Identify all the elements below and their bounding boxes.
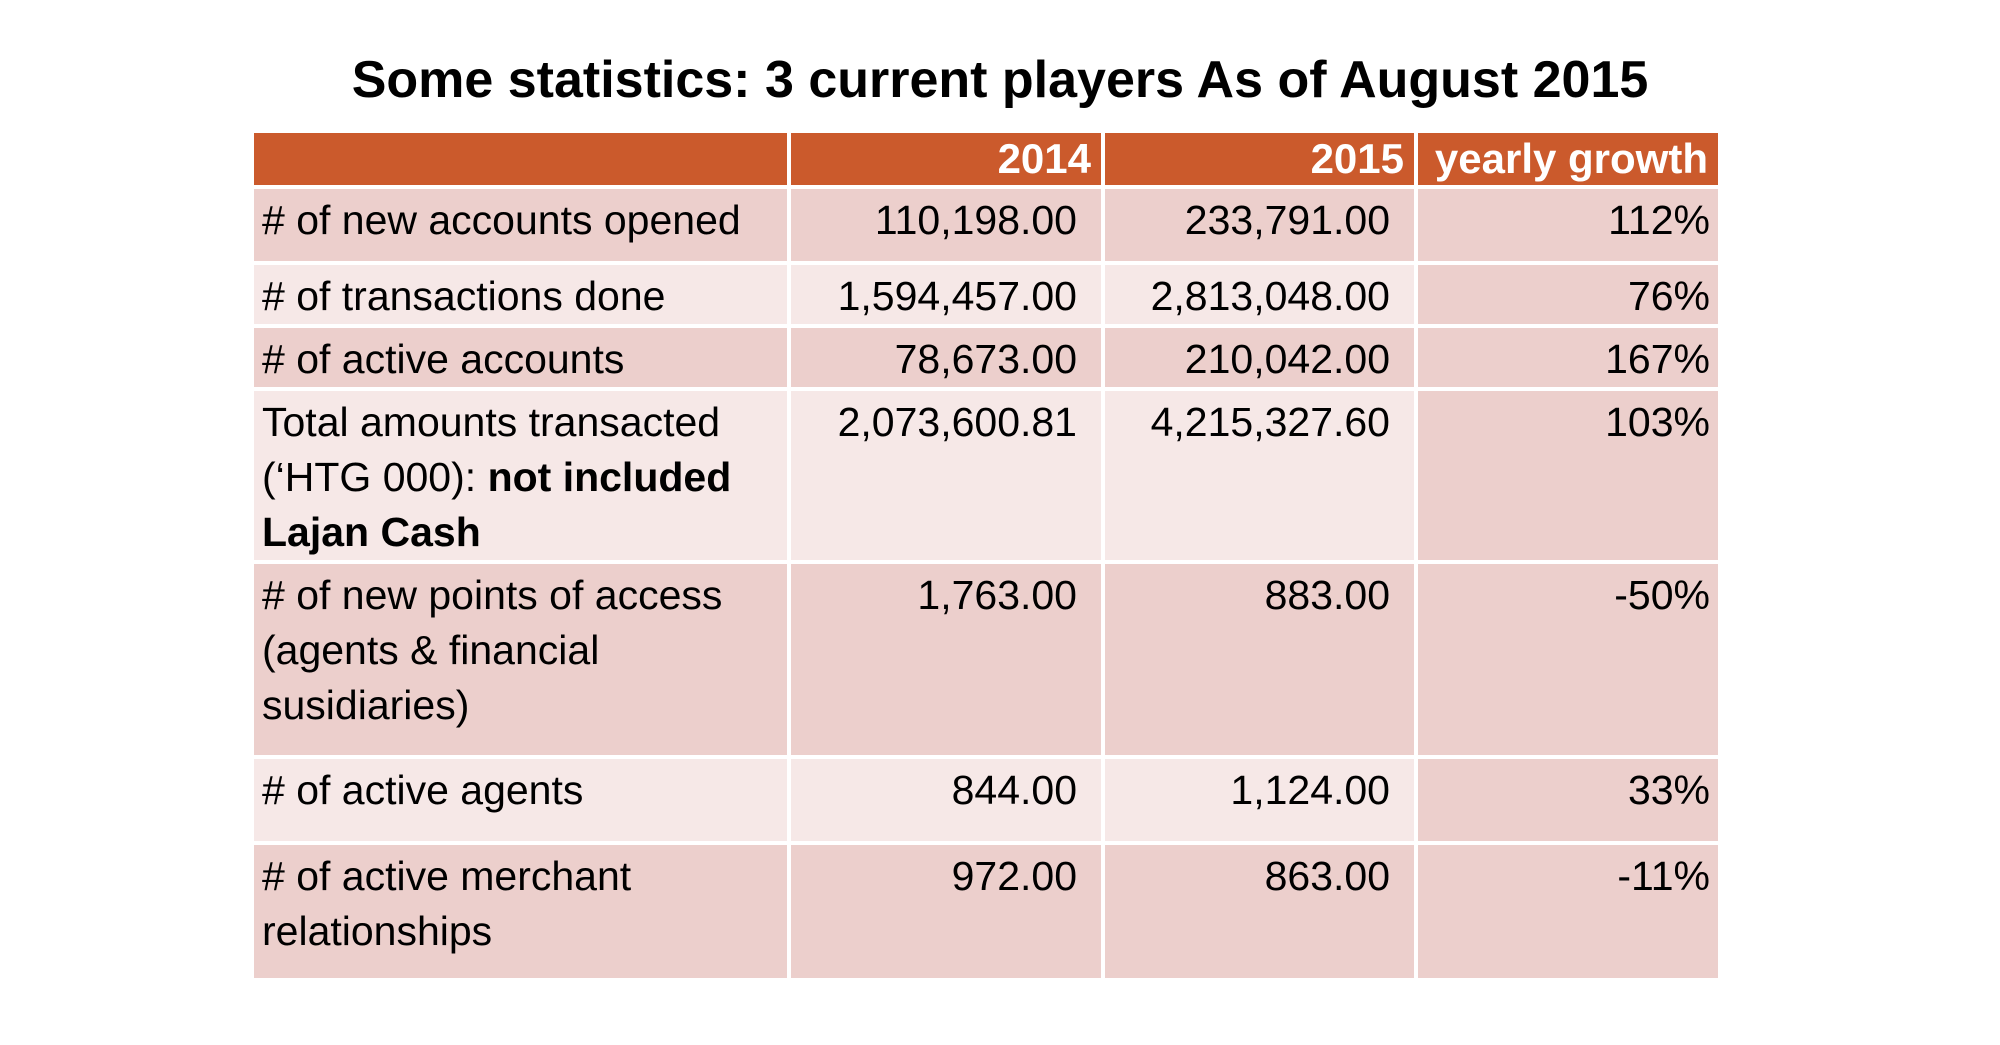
table-row: # of active merchant relationships 972.00… — [250, 841, 1722, 982]
label-cell: # of active accounts — [250, 324, 791, 391]
value-cell: 4,215,327.60 — [1101, 387, 1418, 564]
header-cell: 2014 — [787, 129, 1105, 189]
label-cell: # of active merchant relationships — [250, 841, 791, 982]
value-cell: 1,594,457.00 — [787, 261, 1105, 328]
header-row: 2014 2015 yearly growth — [250, 129, 1722, 189]
value-cell: 103% — [1414, 387, 1722, 564]
table-row: # of transactions done 1,594,457.00 2,813,… — [250, 261, 1722, 328]
value-cell: 863.00 — [1101, 841, 1418, 982]
value-cell: -50% — [1414, 560, 1722, 759]
value-cell: 112% — [1414, 185, 1722, 265]
value-cell: 883.00 — [1101, 560, 1418, 759]
value-cell: -11% — [1414, 841, 1722, 982]
label-cell: # of active agents — [250, 755, 791, 845]
label-cell: # of new accounts opened — [250, 185, 791, 265]
value-cell: 167% — [1414, 324, 1722, 391]
value-cell: 78,673.00 — [787, 324, 1105, 391]
header-cell: 2015 — [1101, 129, 1418, 189]
header-cell: yearly growth — [1414, 129, 1722, 189]
value-cell: 76% — [1414, 261, 1722, 328]
value-cell: 2,073,600.81 — [787, 387, 1105, 564]
value-cell: 1,124.00 — [1101, 755, 1418, 845]
cell-text: Total amounts transacted (‘HTG 000): — [262, 399, 721, 500]
table-row: # of active accounts 78,673.00 210,042.00 1… — [250, 324, 1722, 391]
value-cell: 233,791.00 — [1101, 185, 1418, 265]
value-cell: 2,813,048.00 — [1101, 261, 1418, 328]
value-cell: 33% — [1414, 755, 1722, 845]
label-cell: # of new points of access (agents & fina… — [250, 560, 791, 759]
table-row: Total amounts transacted (‘HTG 000): not… — [250, 387, 1722, 564]
value-cell: 210,042.00 — [1101, 324, 1418, 391]
statistics-table: 2014 2015 yearly growth # of new accounts … — [250, 129, 1722, 982]
value-cell: 1,763.00 — [787, 560, 1105, 759]
value-cell: 972.00 — [787, 841, 1105, 982]
header-cell — [250, 129, 791, 189]
label-cell: Total amounts transacted (‘HTG 000): not… — [250, 387, 791, 564]
title: Some statistics: 3 current players As of… — [351, 51, 1649, 109]
table-row: # of new points of access (agents & fina… — [250, 560, 1722, 759]
table-row: # of new accounts opened 110,198.00 233,79… — [250, 185, 1722, 265]
table-row: # of active agents 844.00 1,124.00 33% — [250, 755, 1722, 845]
value-cell: 844.00 — [787, 755, 1105, 845]
cell-bold-text: not included Lajan Cash — [262, 454, 732, 555]
value-cell: 110,198.00 — [787, 185, 1105, 265]
label-cell: # of transactions done — [250, 261, 791, 328]
